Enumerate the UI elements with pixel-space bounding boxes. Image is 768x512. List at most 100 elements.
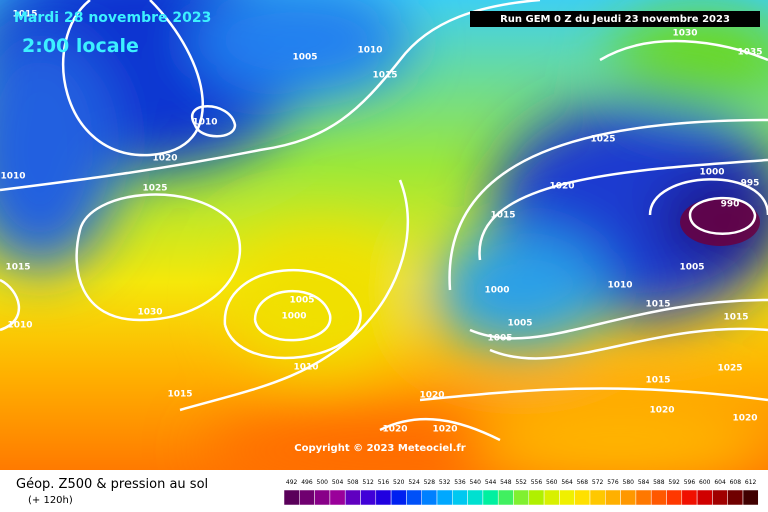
scale-label: 580 [623,479,635,486]
scale-label: 512 [362,479,374,486]
scale-label: 528 [424,479,436,486]
isobar-label: 995 [741,179,760,189]
isobar-label: 1020 [432,425,457,435]
isobar-label: 1025 [142,184,167,194]
isobar-label: 1005 [487,334,512,344]
time: 2:00 locale [22,35,139,57]
scale-swatch [314,489,331,506]
scale-swatch [666,489,683,506]
isobar-label: 1000 [699,168,724,178]
scale-swatch [283,489,300,506]
scale-label: 584 [638,479,650,486]
scale-label: 572 [592,479,604,486]
isobar-label: 1020 [549,182,574,192]
isobar-label: 1015 [490,211,515,221]
scale-label: 608 [730,479,742,486]
isobar-label: 1005 [507,319,532,329]
scale-label: 564 [561,479,573,486]
scale-label: 536 [454,479,466,486]
footer-title: Géop. Z500 & pression au sol [16,477,208,492]
scale-swatch [482,489,499,506]
isobar-labels: 1015 1005 1010 1015 1030 1035 1010 1020 1010 1025… [0,10,762,435]
scale-label: 500 [317,479,329,486]
scale-swatch [513,489,530,506]
scale-label: 508 [347,479,359,486]
scale-swatch [360,489,377,506]
scale-label: 492 [286,479,298,486]
scale-label: 516 [378,479,390,486]
isobar-label: 1010 [293,363,318,373]
scale-swatch [467,489,484,506]
footer-lead: (+ 120h) [28,495,73,506]
isobar-label: 1005 [679,263,704,273]
scale-swatch [329,489,346,506]
scale-swatch [650,489,667,506]
scale-swatch [497,489,514,506]
isobar-label: 1020 [649,406,674,416]
isobar-label: 1020 [382,425,407,435]
scale-label: 560 [546,479,558,486]
scale-swatch [299,489,315,506]
scale-swatch [742,489,759,506]
scale-label: 588 [653,479,665,486]
scale-label: 612 [745,479,757,486]
scale-label: 532 [439,479,451,486]
scale-label: 600 [699,479,711,486]
isobar-label: 1035 [737,48,762,58]
isobar-label: 1000 [281,312,306,322]
scale-swatch [344,489,361,506]
isobar-label: 1020 [419,391,444,401]
isobar-label: 1020 [152,154,177,164]
scale-swatch [528,489,545,506]
scale-label: 540 [470,479,482,486]
color-scale: 492 496 500 504 508 512 516 520 524 528 532 536 540 5… [283,479,759,506]
isobar-label: 1010 [192,118,217,128]
scale-swatch [543,489,560,506]
isobar-label: 1020 [732,414,757,424]
scale-swatch [727,489,744,506]
scale-label: 576 [607,479,619,486]
scale-label: 544 [485,479,497,486]
isobars [0,0,768,440]
scale-swatch [605,489,621,506]
scale-label: 496 [301,479,313,486]
scale-label: 552 [515,479,527,486]
scale-swatch [406,489,422,506]
scale-label: 592 [668,479,680,486]
scale-swatch [390,489,407,506]
isobar-label: 990 [721,200,740,210]
scale-label: 604 [714,479,726,486]
isobar-label: 1010 [357,46,382,56]
isobar-label: 1015 [645,376,670,386]
scale-label: 548 [500,479,512,486]
isobar-label: 1010 [0,172,25,182]
scale-swatch [620,489,637,506]
run-info: Run GEM 0 Z du Jeudi 23 novembre 2023 [500,14,730,25]
isobar-label: 1015 [645,300,670,310]
scale-swatch [436,489,453,506]
isobar-label: 1015 [12,10,37,20]
scale-swatch [681,489,698,506]
isobar-label: 1025 [590,135,615,145]
scale-label: 568 [577,479,589,486]
scale-swatch [452,489,468,506]
scale-swatch [696,489,713,506]
scale-label: 520 [393,479,405,486]
copyright: Copyright © 2023 Meteociel.fr [294,443,465,454]
scale-swatch [375,489,392,506]
scale-label: 596 [684,479,696,486]
isobar-label: 1015 [5,263,30,273]
run-box [470,11,760,27]
isobar-label: 1005 [292,53,317,63]
scale-swatch [421,489,438,506]
isobar-label: 1030 [137,308,162,318]
isobar-label: 1000 [484,286,509,296]
scale-label: 524 [408,479,420,486]
date: Mardi 28 novembre 2023 [14,10,211,26]
scale-swatch [712,489,728,506]
isobar-label: 1015 [372,71,397,81]
isobar-label: 1025 [717,364,742,374]
scale-swatch [589,489,606,506]
isobar-label: 1015 [723,313,748,323]
